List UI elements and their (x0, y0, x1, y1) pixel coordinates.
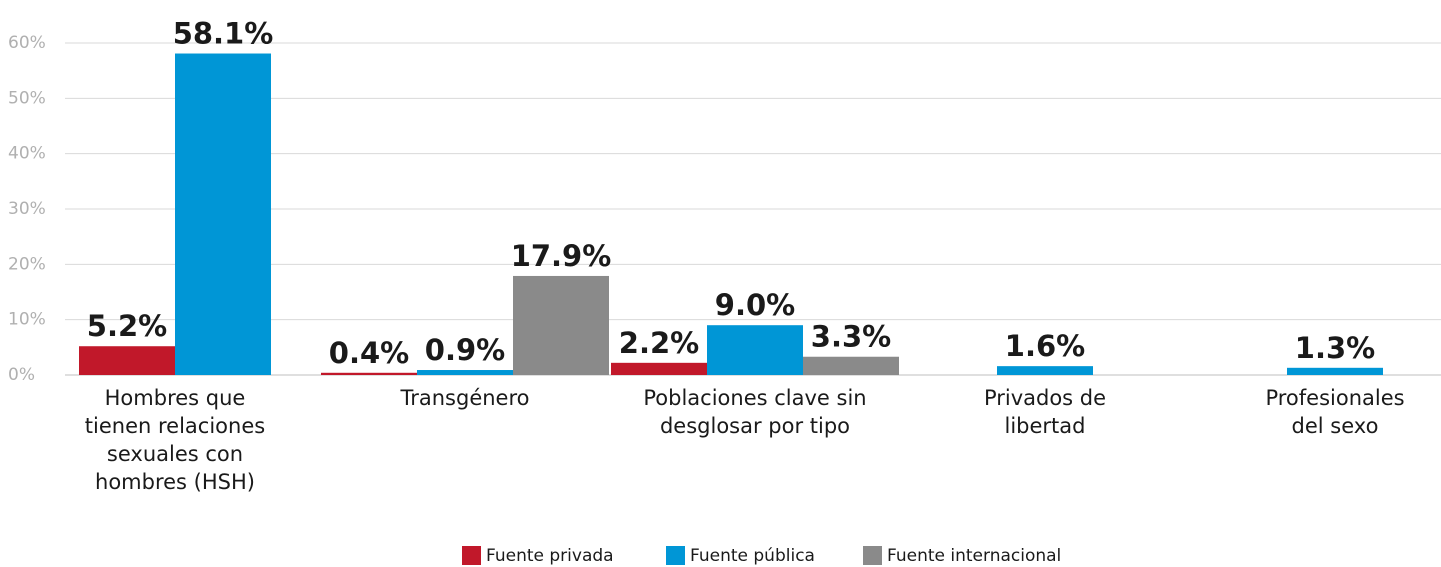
bar (997, 366, 1093, 375)
data-label: 9.0% (715, 288, 795, 322)
data-label: 3.3% (811, 320, 891, 354)
bar (79, 346, 175, 375)
data-label: 58.1% (173, 17, 274, 51)
legend-label: Fuente internacional (887, 546, 1061, 566)
bar (175, 53, 271, 375)
x-tick-label: Poblaciones clave sin desglosar por tipo (643, 386, 867, 438)
x-tick-label: Hombres que tienen relaciones sexuales c… (84, 386, 266, 494)
data-label: 5.2% (87, 309, 167, 343)
y-tick-label: 40% (8, 144, 46, 164)
data-label: 1.3% (1295, 331, 1375, 365)
data-label: 17.9% (511, 239, 612, 273)
bar (513, 275, 609, 375)
bar (321, 372, 417, 375)
y-tick-label: 0% (8, 365, 35, 385)
legend-label: Fuente privada (486, 546, 614, 566)
data-label: 2.2% (619, 326, 699, 360)
x-tick-label: Privados de libertad (983, 386, 1107, 438)
x-tick-label: Transgénero (400, 386, 530, 410)
legend-swatch (863, 546, 882, 565)
data-label: 0.4% (329, 336, 409, 370)
bar (803, 356, 899, 375)
y-tick-label: 60% (8, 33, 46, 53)
y-tick-label: 30% (8, 199, 46, 219)
y-tick-label: 50% (8, 88, 46, 108)
bar (707, 325, 803, 375)
legend-label: Fuente pública (690, 546, 815, 566)
bar (417, 370, 513, 375)
y-tick-label: 20% (8, 254, 46, 274)
x-tick-label: Profesionales del sexo (1265, 386, 1405, 438)
bar (611, 362, 707, 375)
data-label: 1.6% (1005, 329, 1085, 363)
legend-swatch (666, 546, 685, 565)
data-label: 0.9% (425, 333, 505, 367)
bar (1287, 367, 1383, 375)
y-tick-label: 10% (8, 310, 46, 330)
legend-swatch (462, 546, 481, 565)
